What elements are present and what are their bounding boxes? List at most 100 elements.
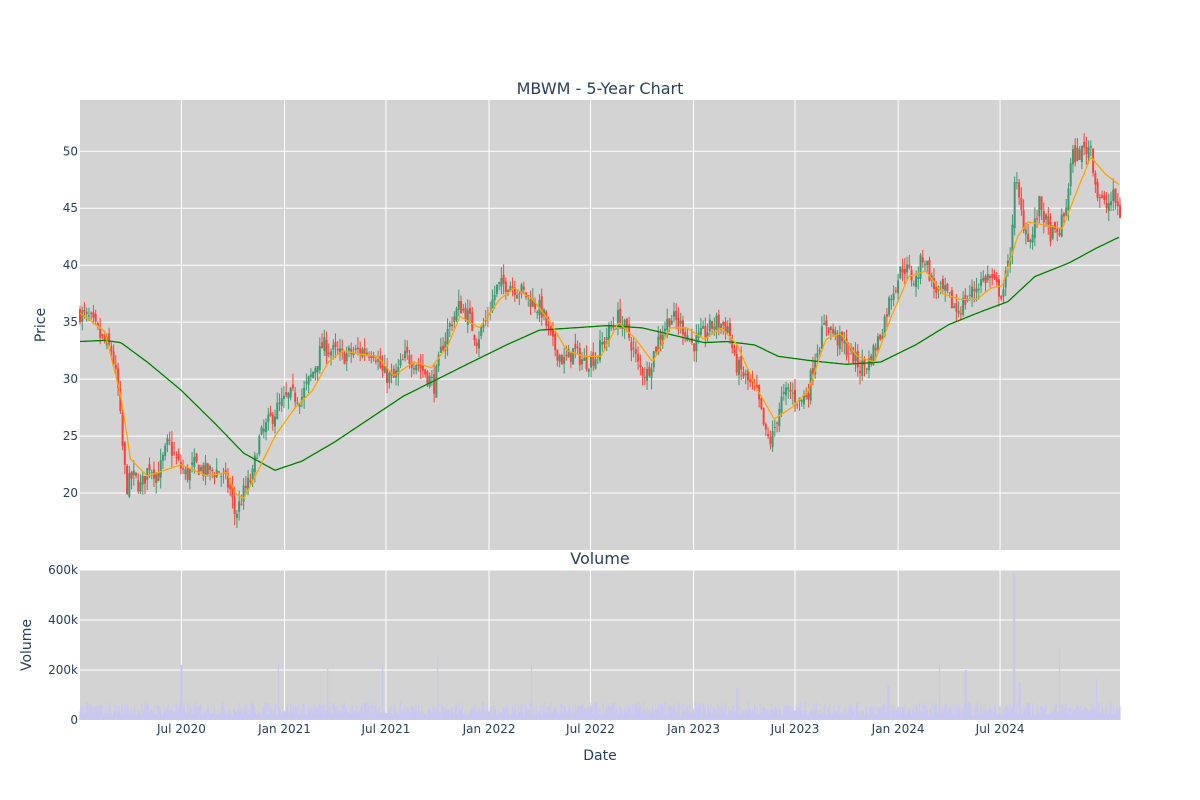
volume-bar [913,705,915,720]
candle-down [1054,222,1056,230]
volume-bar [1084,707,1086,720]
volume-bar [932,715,934,720]
candle-down [755,384,758,388]
volume-bar [126,704,128,720]
volume-bar [371,702,374,720]
volume-bar [914,712,916,720]
volume-bar [266,715,268,720]
candle-up [318,346,321,371]
candle-up [861,360,864,376]
volume-bar [843,713,845,720]
volume-bar [685,704,687,720]
volume-bar [684,710,686,720]
candle-down [206,463,209,475]
candle-up [235,513,238,518]
volume-bar [1110,702,1112,720]
volume-bar [357,711,359,720]
volume-bar [1064,708,1066,720]
candle-down [1074,145,1077,163]
candle-down [226,473,229,488]
candle-up [632,347,635,349]
volume-bar [648,709,650,720]
candle-down [545,311,548,326]
volume-bar [240,707,242,720]
candle-down [655,347,658,352]
candle-up [166,438,169,446]
candle-down [511,286,514,288]
candle-down [932,278,935,289]
volume-bar [926,709,928,720]
volume-bar [1082,710,1084,720]
candle-down [1103,195,1106,200]
volume-bar [690,711,692,720]
volume-bar [440,713,442,720]
candle-down [103,335,106,342]
volume-bar [631,703,634,720]
candle-up [726,326,729,334]
volume-bar [1068,715,1071,720]
volume-bar [364,703,366,720]
volume-bar [1075,706,1077,720]
volume-plot-area[interactable] [80,570,1120,720]
volume-bar [220,707,222,720]
volume-bar [172,710,174,720]
price-plot-area[interactable] [80,100,1120,550]
volume-bar [79,711,81,720]
volume-bar [576,706,579,720]
candle-up [1002,289,1005,297]
candle-up [462,308,465,311]
candle-down [392,368,395,378]
volume-bar [816,710,819,720]
volume-bar [699,707,701,720]
volume-bar [638,702,640,720]
volume-bar [352,714,355,720]
volume-bar [760,713,762,720]
volume-bar [1066,712,1068,720]
candle-down [321,342,324,349]
volume-bar [962,710,964,720]
volume-bar [672,707,674,720]
volume-bar [124,702,126,720]
volume-bar [523,714,525,720]
candle-up [666,318,669,331]
candle-down [959,313,962,315]
volume-bar [606,703,608,720]
volume-bar [265,702,267,720]
candle-down [540,296,543,318]
candle-up [867,358,870,371]
candle-up [581,359,584,365]
candle-up [702,325,705,329]
volume-bar [319,703,321,720]
volume-bar [1000,714,1002,720]
volume-bar [925,706,927,720]
volume-bar [927,715,929,720]
volume-bar [146,705,148,720]
volume-bar [110,713,112,720]
candle-up [899,266,902,279]
volume-bar [1085,707,1087,720]
volume-bar [628,706,630,720]
volume-bar [466,714,468,720]
volume-bar [854,715,857,720]
volume-bar [198,707,200,720]
candle-down [433,374,436,394]
candle-up [975,288,978,293]
volume-bar [593,704,595,720]
volume-bar [749,708,751,720]
volume-bar [751,708,754,720]
volume-bar [550,703,552,720]
volume-bar [532,714,534,720]
volume-bar [1061,704,1063,720]
volume-bar [291,712,293,720]
volume-bar [170,708,172,720]
volume-bar [459,710,461,720]
volume-bar [901,707,904,720]
volume-bar [472,705,474,720]
volume-bar [712,707,714,720]
volume-bar [768,714,770,720]
volume-bar [86,702,88,720]
candle-up [897,280,900,294]
volume-bar [410,707,412,720]
candle-down [554,334,557,351]
volume-bar [817,714,820,720]
